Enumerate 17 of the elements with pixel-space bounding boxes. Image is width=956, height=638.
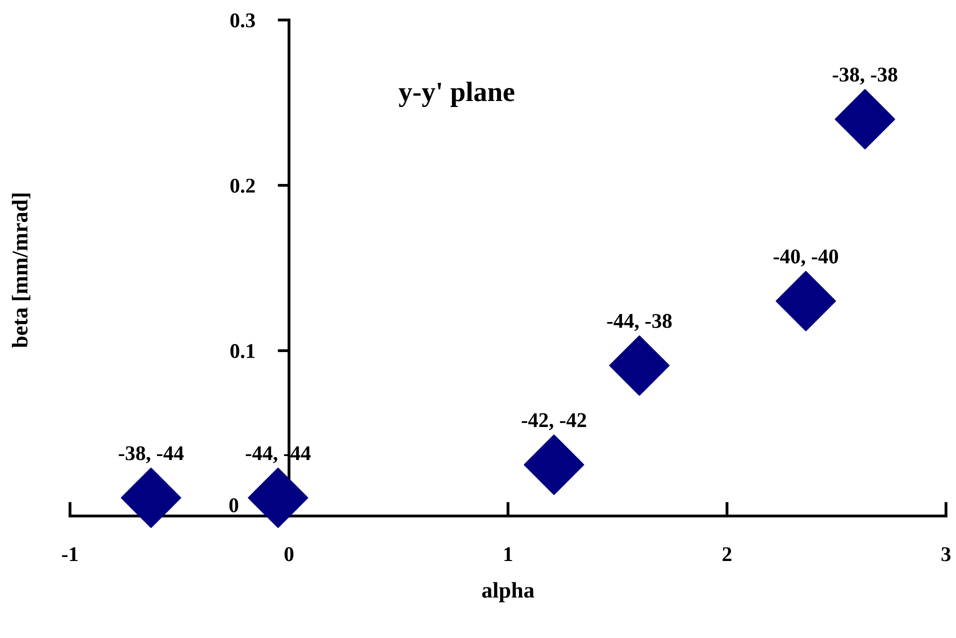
x-tick-label: 1 bbox=[504, 547, 512, 562]
text: -40, -40 bbox=[774, 249, 838, 267]
x-tick-label: 0 bbox=[284, 547, 294, 562]
y-axis-title: beta [mm/mrad] bbox=[12, 194, 30, 348]
x-tick-label: -1 bbox=[62, 547, 78, 562]
text: -44, -38 bbox=[607, 314, 672, 331]
text: y-y' plane bbox=[398, 82, 514, 108]
y-tick-label: 0.3 bbox=[230, 13, 255, 28]
x-tick-label: 3 bbox=[942, 547, 950, 562]
y-tick-label: 0.1 bbox=[230, 344, 255, 358]
text: -38, -44 bbox=[118, 446, 184, 464]
text: -42, -42 bbox=[522, 413, 586, 430]
x-tick-label: 2 bbox=[722, 547, 732, 562]
y-tick-label: 0 bbox=[229, 498, 238, 512]
y-tick-label: 0.2 bbox=[230, 178, 255, 193]
text: -38, -38 bbox=[832, 68, 898, 85]
x-axis-title: alpha bbox=[482, 582, 534, 602]
